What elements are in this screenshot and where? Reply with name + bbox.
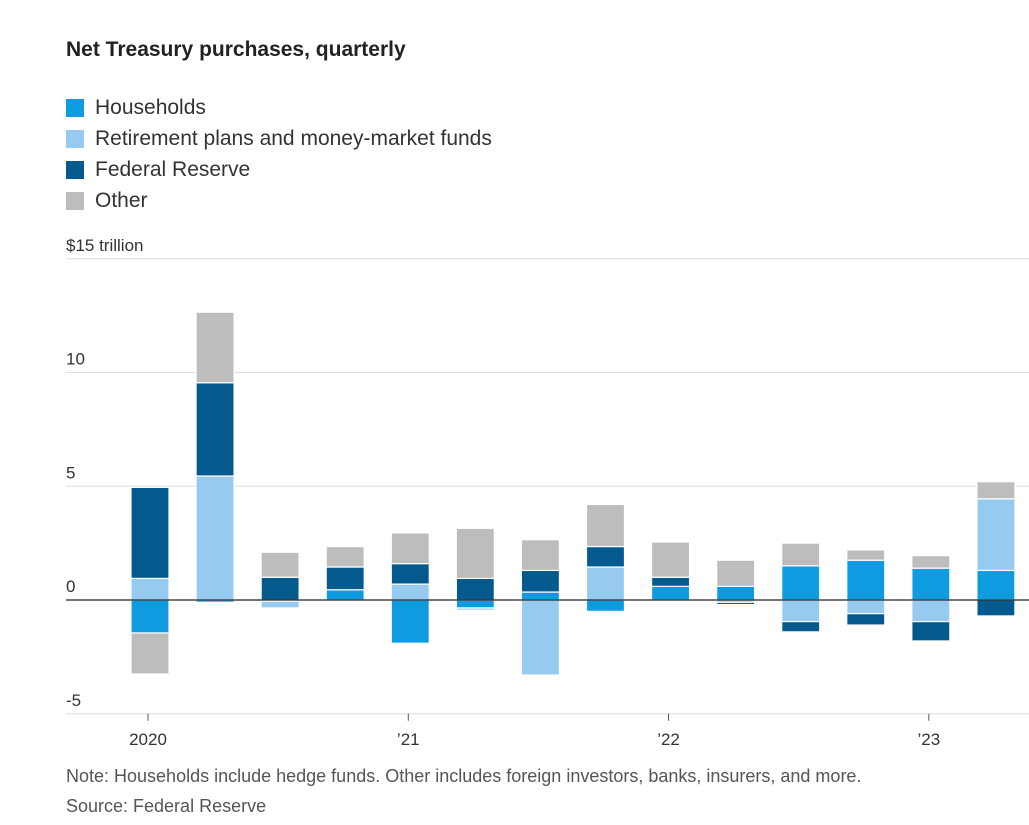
bar-segment-households — [716, 585, 756, 601]
bar-segment-retirement — [260, 600, 300, 609]
bar-segment-households — [325, 589, 365, 601]
bar-segment-retirement — [976, 498, 1016, 572]
bar-segment-retirement — [130, 577, 170, 601]
bar-segment-other — [716, 559, 756, 587]
bar-segment-households — [911, 567, 951, 601]
bar-segment-other — [911, 555, 951, 569]
bar-segment-retirement — [781, 599, 821, 623]
x-tick-label: ’22 — [657, 730, 680, 749]
legend-swatch-retirement — [66, 129, 84, 148]
bar-segment-fed — [195, 382, 235, 477]
bar-segment-retirement — [390, 583, 430, 601]
x-tick-label: ’21 — [397, 730, 420, 749]
bar-segment-households — [976, 569, 1016, 601]
bar-segment-fed — [911, 621, 951, 642]
legend-item-retirement: Retirement plans and money-market funds — [66, 123, 492, 154]
bar-segment-fed — [650, 576, 691, 587]
bar-segment-other — [650, 541, 691, 578]
legend-item-households: Households — [66, 92, 492, 123]
bar-segment-other — [455, 527, 495, 579]
bar-segment-retirement — [585, 566, 626, 601]
legend-item-fed: Federal Reserve — [66, 154, 492, 185]
legend-swatch-households — [66, 98, 84, 117]
bar-segment-fed — [390, 562, 430, 585]
bar-segment-households — [846, 559, 886, 601]
bar-segment-households — [455, 599, 495, 609]
bar-segment-fed — [325, 566, 365, 591]
bar-segment-retirement — [846, 599, 886, 615]
bar-segment-other — [846, 549, 886, 561]
bar-segment-other — [585, 503, 626, 548]
chart-title: Net Treasury purchases, quarterly — [66, 38, 406, 61]
y-tick-label: -5 — [66, 691, 81, 710]
x-tick-label: 2020 — [129, 730, 167, 749]
bar-segment-fed — [520, 569, 561, 593]
bar-segment-retirement — [455, 607, 495, 611]
legend-label-fed: Federal Reserve — [95, 157, 251, 181]
bar-segment-households — [390, 599, 430, 644]
legend-label-other: Other — [95, 188, 148, 212]
legend: Households Retirement plans and money-ma… — [66, 92, 492, 216]
legend-label-households: Households — [95, 95, 206, 119]
y-tick-label: $15 trillion — [66, 236, 144, 255]
bar-segment-other — [520, 539, 561, 572]
bar-segment-fed — [976, 599, 1016, 617]
axes: $15 trillion 10 5 0 -5 2020 ’21 ’22 ’23 — [66, 236, 1029, 749]
bar-segment-other — [325, 545, 365, 568]
bar-segment-other — [390, 532, 430, 565]
bar-segment-households — [781, 565, 821, 601]
bar-segment-households — [650, 585, 691, 601]
bar-segment-other — [976, 481, 1016, 500]
chart-source: Source: Federal Reserve — [66, 796, 267, 816]
bar-segment-households — [130, 599, 170, 634]
legend-item-other: Other — [66, 185, 492, 216]
bar-segment-fed — [846, 613, 886, 626]
y-tick-label: 0 — [66, 577, 75, 596]
legend-swatch-fed — [66, 160, 84, 179]
bar-segment-retirement — [195, 475, 235, 601]
legend-label-retirement: Retirement plans and money-market funds — [95, 126, 492, 150]
bar-segment-other — [260, 551, 300, 578]
bar-segment-fed — [260, 576, 300, 601]
legend-swatch-other — [66, 191, 84, 210]
bar-segment-fed — [455, 577, 495, 601]
bar-segment-households — [585, 599, 626, 612]
bar-segment-fed — [585, 545, 626, 568]
y-tick-label: 10 — [66, 350, 85, 369]
bar-segment-other — [130, 632, 170, 675]
bars — [130, 311, 1016, 676]
chart-note: Note: Households include hedge funds. Ot… — [66, 766, 862, 786]
bar-segment-households — [520, 591, 561, 601]
bar-segment-fed — [781, 621, 821, 633]
x-tick-label: ’23 — [917, 730, 940, 749]
bar-segment-fed — [716, 601, 756, 606]
bar-segment-retirement — [911, 599, 951, 623]
bar-segment-fed — [130, 486, 170, 579]
bar-segment-other — [195, 311, 235, 384]
bar-chart: $15 trillion 10 5 0 -5 2020 ’21 ’22 ’23 — [66, 236, 1029, 749]
y-tick-label: 5 — [66, 463, 75, 482]
bar-segment-other — [781, 542, 821, 567]
bar-segment-retirement — [520, 599, 561, 676]
